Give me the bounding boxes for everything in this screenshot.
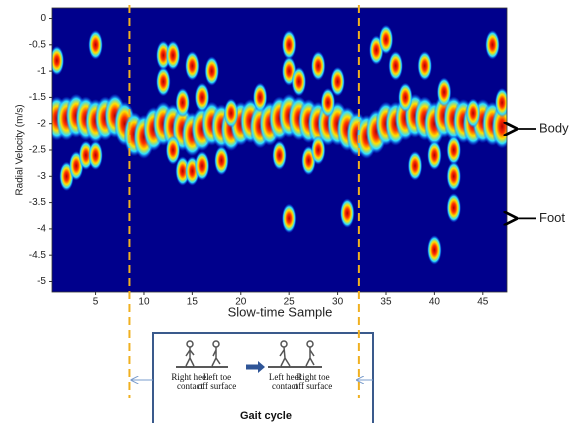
limb-blob	[485, 30, 500, 59]
x-tick-label: 40	[429, 297, 441, 308]
x-tick-label: 15	[187, 297, 199, 308]
y-tick-label: -1.5	[29, 92, 47, 103]
limb-blob	[282, 30, 297, 59]
y-tick-label: -3.5	[29, 197, 47, 208]
limb-blob	[185, 51, 200, 80]
x-tick-label: 30	[332, 297, 344, 308]
limb-blob	[195, 83, 210, 112]
y-tick-label: -3	[37, 171, 46, 182]
x-tick-label: 5	[93, 297, 99, 308]
limb-blob	[272, 141, 287, 170]
limb-blob	[88, 141, 103, 170]
x-tick-label: 25	[284, 297, 296, 308]
limb-blob	[253, 83, 268, 112]
annotation-label: Foot	[539, 210, 565, 225]
limb-blob	[311, 135, 326, 164]
limb-blob	[466, 98, 481, 127]
limb-blob	[166, 41, 181, 70]
annotation-label: Body	[539, 120, 569, 135]
limb-blob	[292, 67, 307, 96]
limb-blob	[195, 151, 210, 180]
y-tick-label: -1	[37, 66, 46, 77]
page: Radial Velocity (m/s) Slow-time Sample 0…	[0, 0, 571, 423]
limb-blob	[340, 198, 355, 227]
limb-blob	[446, 135, 461, 164]
limb-blob	[417, 51, 432, 80]
limb-blob	[379, 25, 394, 54]
limb-blob	[446, 162, 461, 191]
y-tick-label: -0.5	[29, 39, 47, 50]
limb-blob	[282, 204, 297, 233]
limb-blob	[156, 67, 171, 96]
limb-blob	[224, 98, 239, 127]
limb-blob	[398, 83, 413, 112]
limb-blob	[175, 88, 190, 117]
phase-label: Right toe off surface	[293, 373, 333, 391]
limb-blob	[88, 30, 103, 59]
plot-area	[46, 8, 513, 292]
limb-blob	[330, 67, 345, 96]
y-tick-label: -5	[37, 276, 46, 287]
limb-blob	[204, 56, 219, 85]
y-tick-label: 0	[40, 13, 46, 24]
limb-blob	[408, 151, 423, 180]
x-tick-label: 10	[138, 297, 150, 308]
limb-blob	[427, 235, 442, 264]
limb-blob	[446, 193, 461, 222]
limb-blob	[214, 146, 229, 175]
y-tick-label: -2	[37, 118, 46, 129]
y-tick-label: -2.5	[29, 145, 47, 156]
limb-blob	[388, 51, 403, 80]
y-tick-label: -4.5	[29, 250, 47, 261]
x-tick-label: 20	[235, 297, 247, 308]
limb-blob	[311, 51, 326, 80]
x-tick-label: 45	[477, 297, 489, 308]
x-tick-label: 35	[380, 297, 392, 308]
phase-label: Left toe off surface	[197, 373, 237, 391]
y-axis-label: Radial Velocity (m/s)	[15, 104, 26, 195]
limb-blob	[437, 77, 452, 106]
limb-blob	[427, 141, 442, 170]
chart: Radial Velocity (m/s) Slow-time Sample 0…	[0, 0, 571, 423]
gait-title: Gait cycle	[240, 410, 292, 422]
y-tick-label: -4	[37, 224, 46, 235]
